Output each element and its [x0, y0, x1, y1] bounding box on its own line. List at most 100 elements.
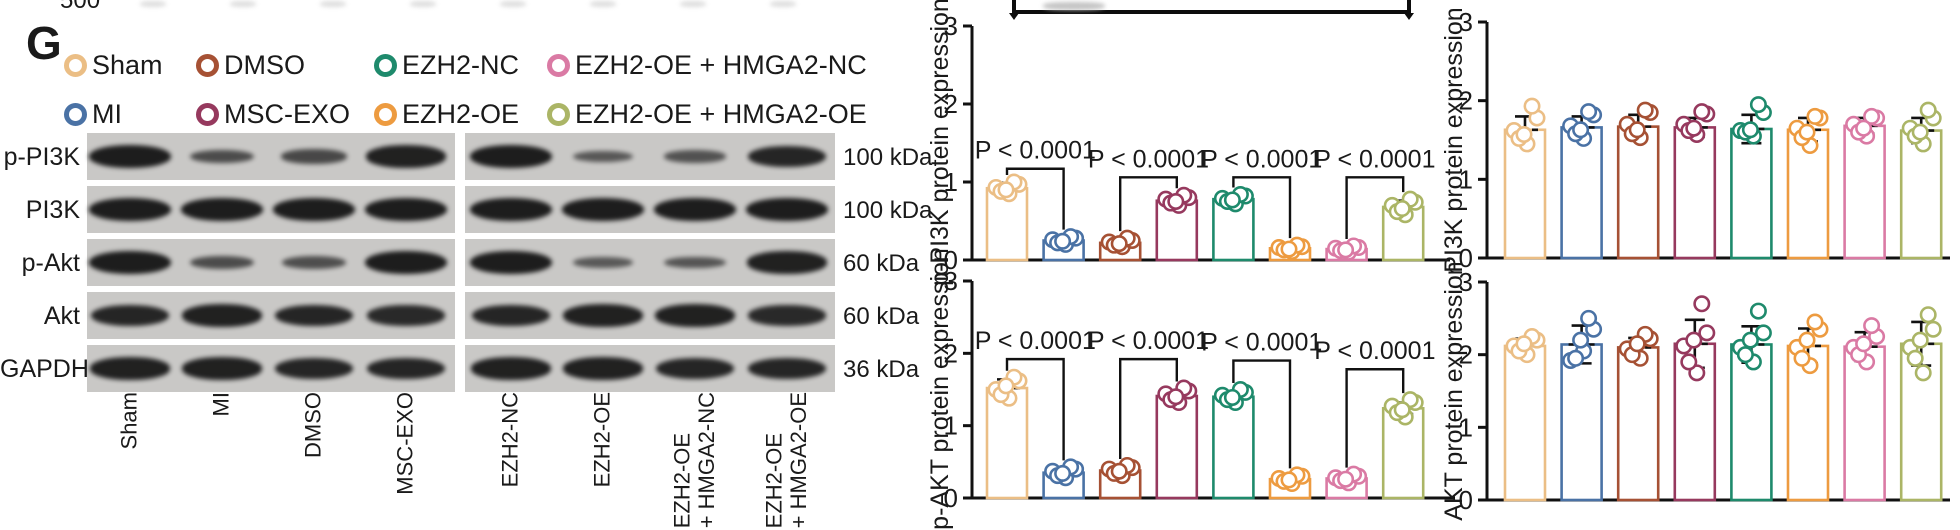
legend-label: EZH2-OE: [402, 99, 520, 129]
y-tick-label: 1: [944, 167, 958, 197]
data-point: [1924, 320, 1942, 338]
bar-group-EZH2-OE + HMGA2-NC: [1325, 237, 1368, 262]
partial-band-remnant: [590, 1, 616, 7]
significance-bracket: [1005, 167, 1065, 230]
blot-lane-label: EZH2-NC: [497, 392, 523, 488]
data-point: [1393, 200, 1411, 218]
bar: [1843, 345, 1886, 502]
bar-group-MSC-EXO: [1673, 295, 1717, 502]
data-point: [1754, 324, 1772, 342]
protein-band: [746, 251, 828, 274]
bar-group-DMSO: [1098, 456, 1142, 500]
y-tick-label: 3: [1459, 267, 1473, 297]
data-point: [1911, 331, 1929, 349]
partial-band-remnant: [770, 1, 796, 7]
data-point: [1798, 123, 1816, 141]
partial-band-remnant: [230, 1, 256, 7]
p-value-label: P < 0.0001: [1314, 337, 1435, 365]
partial-band-remnant: [680, 1, 706, 7]
protein-band: [89, 251, 171, 274]
p-value-label: P < 0.0001: [1201, 145, 1322, 173]
data-point: [1693, 295, 1711, 313]
bar-group-EZH2-OE + HMGA2-NC: [1843, 107, 1886, 260]
cropped-axis-text-above: 500: [60, 0, 120, 11]
molecular-weight-label: 60 kDa: [843, 249, 920, 277]
data-point: [1911, 123, 1929, 141]
protein-band: [274, 357, 354, 380]
bar: [1616, 346, 1660, 502]
protein-band: [562, 198, 644, 221]
protein-band: [273, 198, 355, 221]
data-point: [1515, 125, 1533, 143]
partial-bracket-left-leg: [1012, 0, 1016, 12]
protein-band: [470, 198, 552, 221]
bar-group-EZH2-NC: [1212, 185, 1255, 262]
protein-band: [365, 251, 447, 274]
data-point: [1628, 335, 1646, 353]
blot-lane-label: MI: [208, 392, 234, 417]
bar-group-EZH2-OE + HMGA2-OE: [1899, 101, 1943, 260]
y-axis-label: p-PI3K protein expression: [926, 0, 954, 286]
blot-row-label: GAPDH: [0, 354, 89, 383]
blot-row-label: Akt: [43, 301, 80, 330]
protein-band: [664, 256, 726, 269]
y-tick-label: 0: [1459, 243, 1473, 273]
bar: [1673, 126, 1717, 260]
bar: [1616, 125, 1660, 260]
partial-bracket-right-tip: [1404, 13, 1414, 20]
data-point: [1919, 306, 1937, 324]
data-point: [1806, 313, 1824, 331]
data-point: [1685, 119, 1703, 137]
data-point: [1693, 103, 1711, 121]
blot-lane-label: Sham: [116, 392, 142, 450]
partial-bracket-top: [1012, 10, 1411, 14]
y-tick-label: 1: [944, 411, 958, 441]
data-point: [997, 181, 1015, 199]
data-point: [1749, 96, 1767, 114]
bar: [1155, 394, 1199, 500]
protein-band: [90, 304, 170, 327]
protein-band: [663, 150, 727, 163]
protein-band: [655, 357, 735, 380]
data-point: [1572, 121, 1590, 139]
bar: [1730, 127, 1773, 260]
protein-band: [89, 145, 171, 168]
data-point: [1863, 107, 1881, 125]
legend-marker-icon: [547, 54, 570, 77]
bar-group-EZH2-OE: [1268, 466, 1312, 500]
bar-group-EZH2-OE + HMGA2-OE: [1381, 190, 1425, 262]
partial-band-remnant: [500, 1, 526, 7]
data-point: [1636, 101, 1654, 119]
blot-lane-label: EZH2-OE: [589, 392, 615, 488]
molecular-weight-label: 60 kDa: [843, 302, 920, 330]
bar: [1503, 344, 1547, 502]
data-point: [1914, 364, 1932, 382]
legend-label: EZH2-NC: [402, 50, 520, 80]
blot-lane-label: EZH2-OE + HMGA2-NC: [669, 392, 719, 529]
bar-group-Sham: [985, 173, 1029, 262]
protein-band: [470, 357, 552, 380]
y-tick-label: 3: [944, 266, 958, 296]
data-point: [997, 377, 1015, 395]
p-value-label: P < 0.0001: [975, 327, 1096, 355]
y-axis-label: AKT protein expression: [1440, 261, 1468, 520]
data-point: [1280, 471, 1298, 489]
bar-group-EZH2-OE: [1786, 313, 1830, 502]
data-point: [1919, 101, 1937, 119]
data-point: [1680, 353, 1698, 371]
protein-band: [367, 305, 445, 326]
data-point: [1054, 232, 1072, 250]
y-tick-label: 2: [944, 338, 958, 368]
protein-band: [747, 145, 827, 168]
protein-band: [365, 198, 447, 221]
protein-band: [471, 304, 551, 327]
significance-annotation: P < 0.0001: [1201, 329, 1322, 469]
blot-row-label: p-PI3K: [3, 142, 80, 171]
legend-marker-icon: [196, 54, 219, 77]
bar-group-MSC-EXO: [1155, 379, 1199, 500]
y-tick-label: 2: [1459, 86, 1473, 116]
data-point: [1110, 462, 1128, 480]
y-axis-label: p-AKT protein expression: [926, 248, 954, 530]
significance-annotation: P < 0.0001: [1088, 145, 1209, 232]
